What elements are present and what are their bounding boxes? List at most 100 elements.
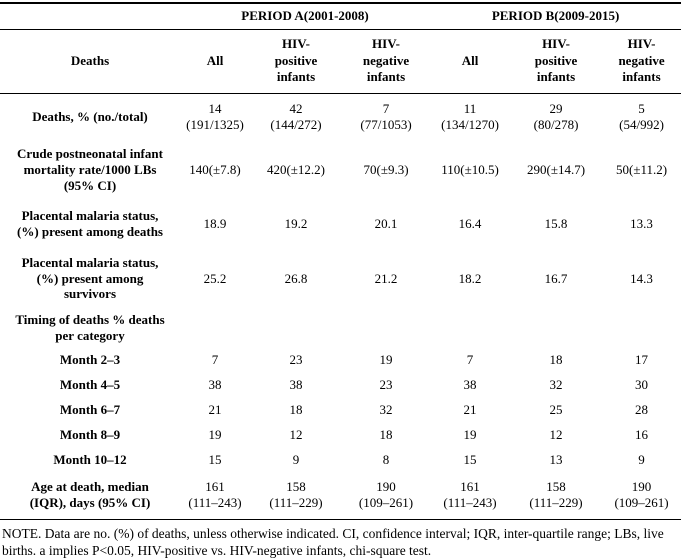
table-cell: 190 (109–261) [342,472,431,520]
table-cell: 7 [466,351,474,367]
table-cell [430,309,510,347]
row-label: Timing of deaths % deaths per category [15,312,165,343]
table-cell: 8 [382,451,390,467]
table-cell: 18.9 [203,215,227,231]
table-cell: 16.4 [458,215,482,231]
table-cell: 32 [549,376,563,392]
table-cell: 140(±7.8) [189,162,241,178]
table-cell [180,309,250,347]
table-cell [510,309,602,347]
table-row: Month 8–9 19 12 18 19 12 16 [0,422,681,447]
table-note: NOTE. Data are no. (%) of deaths, unless… [2,525,664,559]
table-cell: 23 [289,351,303,367]
table-cell: 38 [208,376,222,392]
period-a-header: PERIOD A(2001-2008) [180,2,431,30]
column-header-b-all: All [430,29,511,94]
table-cell [602,309,681,347]
table-cell: 12 [549,426,563,442]
table-cell: 38 [463,376,477,392]
table-cell: 16.7 [544,270,568,286]
table-cell: 110(±10.5) [441,162,499,178]
table-cell: 21 [208,401,222,417]
table-cell: 7 [211,351,219,367]
table-cell: 70(±9.3) [363,162,409,178]
mortality-table: PERIOD A(2001-2008) PERIOD B(2009-2015) … [0,2,681,520]
period-b-header: PERIOD B(2009-2015) [430,2,681,30]
period-header-row: PERIOD A(2001-2008) PERIOD B(2009-2015) [0,2,681,30]
table-cell: 32 [379,401,393,417]
table-cell [342,309,430,347]
row-label: Month 2–3 [59,351,121,367]
table-row: Placental malaria status, (%) present am… [0,248,681,309]
row-label: Month 8–9 [59,426,121,442]
table-cell: 11 (134/1270) [441,101,499,133]
table-cell: 18 [289,401,303,417]
column-header-a-all: All [180,29,250,94]
table-cell: 19 [463,426,477,442]
table-cell: 9 [638,451,645,467]
table-cell: 25 [549,401,563,417]
table-cell: 16 [635,426,649,442]
table-cell: 23 [379,376,393,392]
table-row: Month 10–12 15 9 8 15 13 9 [0,447,681,472]
table-cell: 15 [463,451,477,467]
row-label: Crude postneonatal infant mortality rate… [17,146,163,193]
table-cell: 18.2 [458,270,482,286]
row-label: Placental malaria status, (%) present am… [16,207,163,239]
column-header-a-hiv-negative: HIV- negative infants [342,29,431,94]
table-cell: 17 [635,351,649,367]
table-row: Month 4–5 38 38 23 38 32 30 [0,372,681,397]
column-header-b-hiv-negative: HIV- negative infants [602,29,681,94]
table-row: Month 2–3 7 23 19 7 18 17 [0,347,681,372]
table-cell: 7 (77/1053) [360,101,412,133]
table-cell: 30 [635,376,649,392]
table-cell: 15.8 [544,215,568,231]
table-cell: 21 [463,401,477,417]
table-cell: 19 [379,351,393,367]
table-header: PERIOD A(2001-2008) PERIOD B(2009-2015) … [0,2,681,94]
table-cell: 19 [208,426,222,442]
table-row: Crude postneonatal infant mortality rate… [0,141,681,199]
table-row: Month 6–7 21 18 32 21 25 28 [0,397,681,422]
table-cell: 420(±12.2) [266,162,326,178]
table-cell: 25.2 [203,270,227,286]
table-cell: 21.2 [374,270,398,286]
table-cell: 158 (111–229) [510,472,603,520]
table-cell: 28 [635,401,649,417]
table-cell: 161 (111–243) [430,472,511,520]
table-cell: 190 (109–261) [602,472,681,520]
table-cell: 14.3 [630,270,653,286]
table-cell: 15 [208,451,222,467]
table-cell: 50(±11.2) [616,162,668,178]
table-row: Placental malaria status, (%) present am… [0,199,681,248]
table-cell: 20.1 [374,215,398,231]
table-cell: 29 (80/278) [533,101,579,133]
table-cell: 12 [289,426,303,442]
table-cell: 18 [549,351,563,367]
table-cell: 19.2 [284,215,308,231]
column-header-b-hiv-positive: HIV- positive infants [510,29,603,94]
table-cell: 290(±14.7) [527,162,586,178]
column-header-row: Deaths All HIV- positive infants HIV- ne… [0,29,681,94]
table-cell: 14 (191/1325) [186,101,244,133]
table-cell: 158 (111–229) [250,472,342,520]
column-header-deaths: Deaths [0,29,180,94]
column-header-a-hiv-positive: HIV- positive infants [250,29,342,94]
row-label: Month 4–5 [59,376,121,392]
table-row: Age at death, median (IQR), days (95% CI… [0,472,681,520]
table-cell: 13.3 [630,215,653,231]
table-row: Deaths, % (no./total) 14 (191/1325) 42 (… [0,93,681,141]
table-cell: 161 (111–243) [180,472,250,520]
table-cell: 13 [549,451,563,467]
row-label: Month 6–7 [59,401,121,417]
row-label: Placental malaria status, (%) present am… [21,254,159,302]
table-cell: 38 [289,376,303,392]
table-cell: 42 (144/272) [270,101,322,133]
table-row: Timing of deaths % deaths per category [0,309,681,347]
table-cell: 9 [292,451,300,467]
table-cell [250,309,342,347]
period-header-spacer [0,2,180,30]
table-body: Deaths, % (no./total) 14 (191/1325) 42 (… [0,93,681,520]
table-cell: 18 [379,426,393,442]
